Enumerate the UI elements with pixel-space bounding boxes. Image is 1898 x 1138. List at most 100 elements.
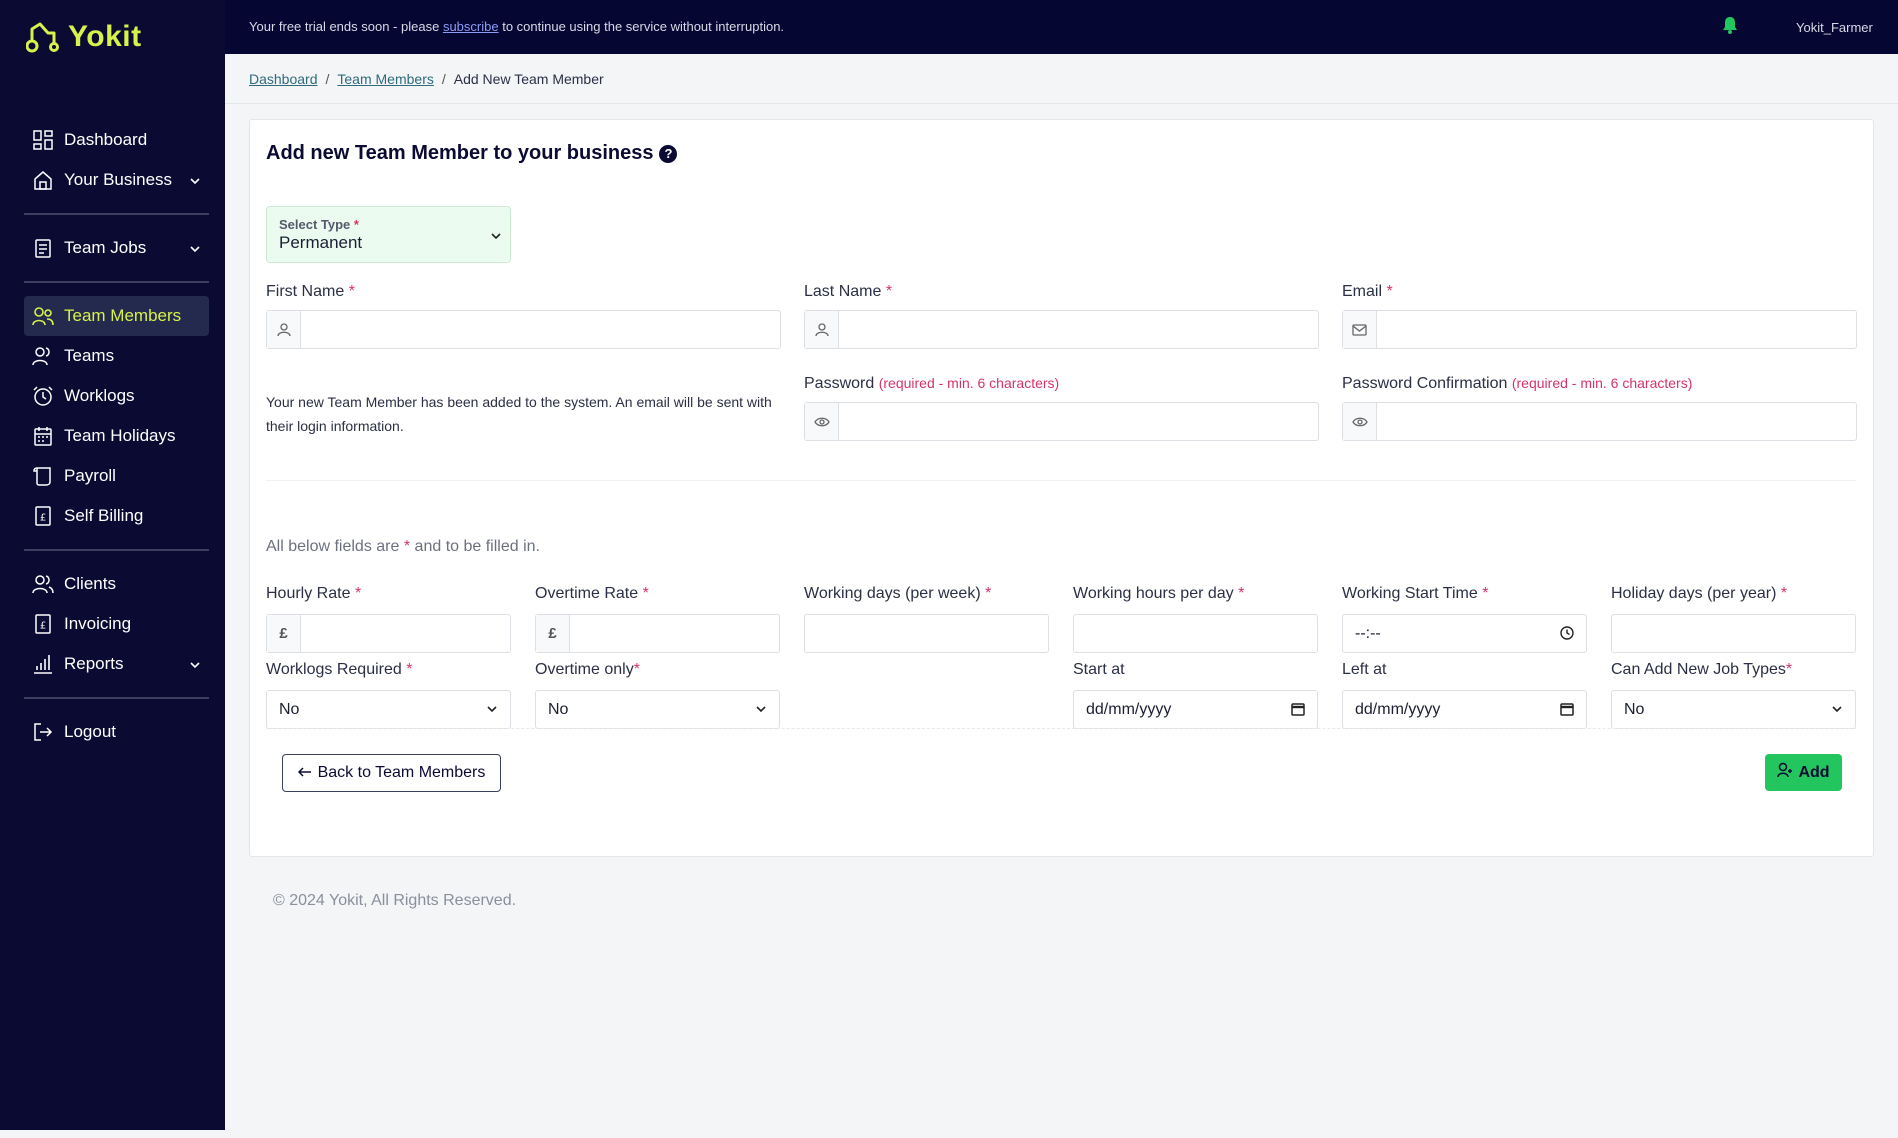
required-note: All below fields are * and to be filled … (266, 538, 540, 555)
sidebar-item-label: Team Jobs (64, 238, 147, 257)
first-name-field[interactable] (266, 310, 781, 349)
add-button[interactable]: Add (1765, 754, 1842, 791)
page-title-text: Add new Team Member to your business (266, 142, 654, 164)
pound-document-icon: £ (32, 505, 54, 527)
sidebar-item-dashboard[interactable]: Dashboard (24, 120, 209, 160)
user-menu[interactable]: Yokit_Farmer (1796, 20, 1873, 35)
users-icon (32, 305, 54, 327)
overtime-only-select[interactable]: No (535, 690, 780, 729)
currency-addon: £ (536, 615, 570, 652)
trial-text-after: to continue using the service without in… (502, 19, 785, 34)
sidebar-item-label: Dashboard (64, 130, 148, 149)
password-confirmation-label: Password Confirmation (required - min. 6… (1342, 375, 1693, 392)
last-name-field[interactable] (804, 310, 1319, 349)
working-start-time-value: --:-- (1355, 624, 1381, 642)
holiday-days-label: Holiday days (per year) * (1611, 585, 1788, 602)
sidebar-item-team-members[interactable]: Team Members (24, 296, 209, 336)
left-at-label: Left at (1342, 661, 1387, 678)
email-label: Email * (1342, 283, 1393, 300)
clipboard-icon (32, 237, 54, 259)
sidebar-item-clients[interactable]: Clients (24, 564, 209, 604)
page-title: Add new Team Member to your business ? (266, 142, 678, 165)
divider (24, 549, 209, 551)
start-at-value: dd/mm/yyyy (1086, 700, 1172, 718)
working-days-field[interactable] (804, 614, 1049, 653)
section-divider (266, 480, 1856, 481)
add-team-member-card: Add new Team Member to your business ? S… (249, 119, 1874, 857)
worklogs-required-value: No (279, 700, 300, 718)
trial-banner: Your free trial ends soon - please subsc… (249, 19, 784, 34)
email-field[interactable] (1342, 310, 1857, 349)
can-add-job-types-label: Can Add New Job Types* (1611, 661, 1793, 678)
hourly-rate-field[interactable]: £ (266, 614, 511, 653)
sidebar-item-your-business[interactable]: Your Business (24, 160, 209, 200)
brand-name: Yokit (68, 20, 142, 53)
clock-icon[interactable] (1560, 626, 1574, 645)
overtime-only-label: Overtime only* (535, 661, 640, 678)
home-icon (32, 169, 54, 191)
chevron-down-icon (1831, 702, 1843, 720)
breadcrumb-current: Add New Team Member (453, 71, 604, 87)
sidebar-item-logout[interactable]: Logout (24, 712, 209, 752)
overtime-only-value: No (548, 700, 569, 718)
start-at-label: Start at (1073, 661, 1125, 678)
sidebar-item-payroll[interactable]: Payroll (24, 456, 209, 496)
working-hours-field[interactable] (1073, 614, 1318, 653)
sidebar-item-self-billing[interactable]: £ Self Billing (24, 496, 209, 536)
sidebar-item-worklogs[interactable]: Worklogs (24, 376, 209, 416)
currency-addon: £ (267, 615, 301, 652)
subscribe-link[interactable]: subscribe (442, 19, 499, 34)
can-add-job-types-select[interactable]: No (1611, 690, 1856, 729)
envelope-icon (1343, 311, 1377, 348)
breadcrumb-team-members[interactable]: Team Members (337, 71, 434, 87)
calendar-icon (32, 425, 54, 447)
logo[interactable]: Yokit (26, 20, 142, 54)
sidebar-item-label: Worklogs (64, 386, 135, 405)
svg-text:£: £ (40, 621, 46, 632)
divider (24, 697, 209, 699)
breadcrumb-dashboard[interactable]: Dashboard (249, 71, 318, 87)
sidebar-item-team-holidays[interactable]: Team Holidays (24, 416, 209, 456)
password-confirmation-field[interactable] (1342, 402, 1857, 441)
sidebar-item-label: Invoicing (64, 614, 132, 633)
chevron-down-icon (490, 229, 502, 247)
sidebar-item-teams[interactable]: Teams (24, 336, 209, 376)
calendar-icon[interactable] (1291, 702, 1305, 721)
user-icon (805, 311, 839, 348)
sidebar: Yokit Dashboard Your Business Team Jobs (0, 0, 225, 1130)
select-type-dropdown[interactable]: Select Type * Permanent (266, 206, 511, 263)
clients-icon (32, 573, 54, 595)
eye-icon[interactable] (1343, 403, 1377, 440)
chevron-down-icon (755, 702, 767, 720)
divider (24, 281, 209, 283)
first-name-label: First Name * (266, 283, 355, 300)
left-at-value: dd/mm/yyyy (1355, 700, 1441, 718)
working-start-time-field[interactable]: --:-- (1342, 614, 1587, 653)
worklogs-required-select[interactable]: No (266, 690, 511, 729)
working-hours-label: Working hours per day * (1073, 585, 1245, 602)
eye-icon[interactable] (805, 403, 839, 440)
top-bar: Your free trial ends soon - please subsc… (225, 0, 1898, 54)
sidebar-item-invoicing[interactable]: £ Invoicing (24, 604, 209, 644)
sidebar-item-reports[interactable]: Reports (24, 644, 209, 684)
left-at-field[interactable]: dd/mm/yyyy (1342, 690, 1587, 729)
bar-chart-icon (32, 653, 54, 675)
chevron-down-icon (189, 656, 201, 676)
bell-icon[interactable] (1722, 16, 1738, 37)
clock-icon (32, 385, 54, 407)
footer: © 2024 Yokit, All Rights Reserved. (273, 892, 517, 909)
chevron-down-icon (486, 702, 498, 720)
help-icon[interactable]: ? (659, 144, 678, 163)
overtime-rate-label: Overtime Rate * (535, 585, 649, 602)
chevron-down-icon (189, 172, 201, 192)
invoice-icon: £ (32, 613, 54, 635)
overtime-rate-field[interactable]: £ (535, 614, 780, 653)
sidebar-item-label: Payroll (64, 466, 116, 485)
sidebar-item-label: Self Billing (64, 506, 144, 525)
holiday-days-field[interactable] (1611, 614, 1856, 653)
calendar-icon[interactable] (1560, 702, 1574, 721)
start-at-field[interactable]: dd/mm/yyyy (1073, 690, 1318, 729)
back-to-team-members-button[interactable]: Back to Team Members (282, 754, 501, 792)
sidebar-item-team-jobs[interactable]: Team Jobs (24, 228, 209, 268)
password-field[interactable] (804, 402, 1319, 441)
